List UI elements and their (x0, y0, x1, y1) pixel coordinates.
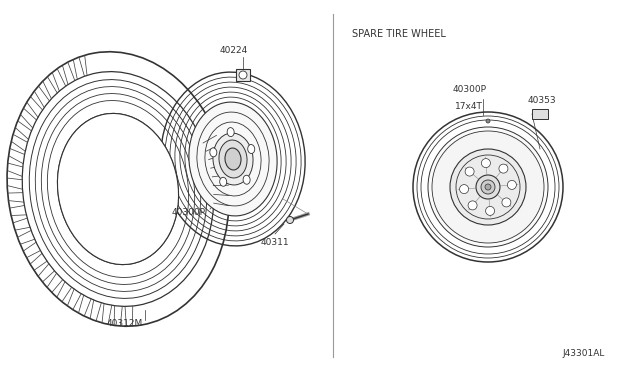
Circle shape (450, 149, 526, 225)
Text: 17x4T: 17x4T (455, 102, 483, 110)
Ellipse shape (248, 145, 255, 154)
Text: 40312M: 40312M (107, 320, 143, 328)
Ellipse shape (58, 113, 179, 264)
Text: 40311: 40311 (261, 237, 290, 247)
Circle shape (508, 180, 516, 189)
Text: 40353: 40353 (528, 96, 557, 105)
Circle shape (486, 206, 495, 215)
FancyBboxPatch shape (532, 109, 548, 119)
Ellipse shape (189, 102, 277, 216)
Ellipse shape (213, 133, 253, 185)
Circle shape (428, 127, 548, 247)
FancyBboxPatch shape (236, 69, 250, 81)
Circle shape (239, 71, 247, 79)
Text: 40300P: 40300P (453, 84, 487, 93)
Ellipse shape (220, 177, 227, 186)
Circle shape (287, 217, 294, 224)
Text: J43301AL: J43301AL (562, 350, 604, 359)
Text: 40300P: 40300P (172, 208, 206, 217)
Circle shape (481, 158, 490, 168)
Circle shape (485, 184, 491, 190)
Ellipse shape (219, 140, 247, 178)
Circle shape (476, 175, 500, 199)
Text: 40224: 40224 (220, 45, 248, 55)
Ellipse shape (243, 175, 250, 184)
Circle shape (465, 167, 474, 176)
Circle shape (499, 164, 508, 173)
Text: SPARE TIRE WHEEL: SPARE TIRE WHEEL (352, 29, 446, 39)
Circle shape (460, 185, 468, 193)
Ellipse shape (210, 148, 217, 157)
Ellipse shape (58, 113, 179, 264)
Circle shape (432, 131, 544, 243)
Ellipse shape (225, 148, 241, 170)
Circle shape (502, 198, 511, 207)
Circle shape (486, 119, 490, 123)
Circle shape (481, 180, 495, 194)
Circle shape (468, 201, 477, 210)
Ellipse shape (227, 128, 234, 137)
